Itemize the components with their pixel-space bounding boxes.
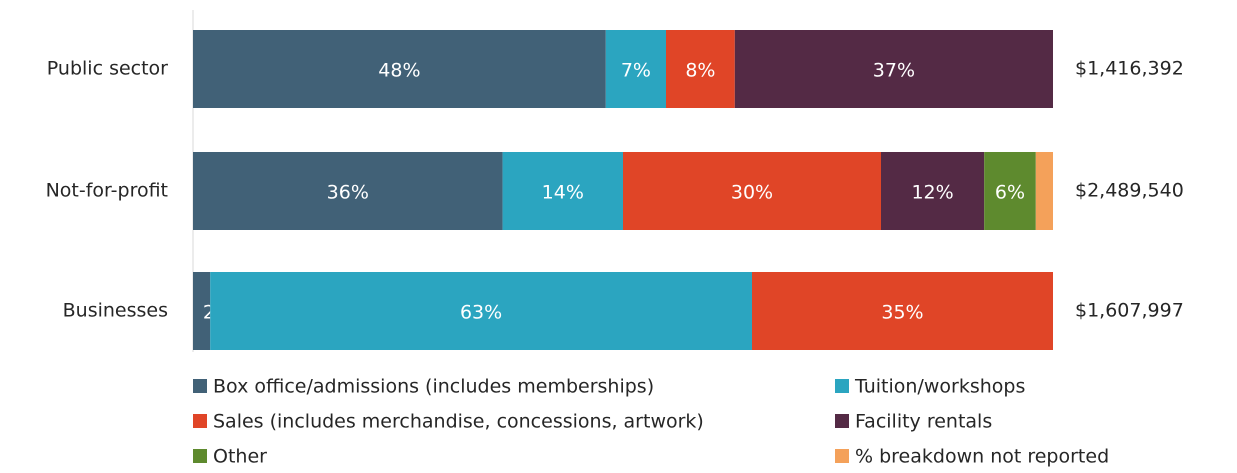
legend-swatch	[193, 449, 207, 463]
data-label: 35%	[881, 302, 923, 324]
category-label: Public sector	[47, 58, 168, 80]
total-label: $2,489,540	[1075, 180, 1184, 202]
bar-segment	[734, 30, 1053, 108]
data-label: 7%	[621, 60, 651, 82]
legend-swatch	[835, 449, 849, 463]
bar-segment	[623, 152, 881, 230]
total-label: $1,416,392	[1075, 58, 1184, 80]
legend-label: Box office/admissions (includes membersh…	[213, 376, 654, 398]
bar-segment	[752, 272, 1053, 350]
bar-segment	[881, 152, 985, 230]
data-label: 14%	[542, 182, 584, 204]
category-label: Businesses	[63, 300, 168, 322]
data-label: 30%	[731, 182, 773, 204]
data-label: 63%	[460, 302, 502, 324]
bar-segment	[984, 152, 1036, 230]
legend-label: Other	[213, 446, 267, 468]
bar-segment	[502, 152, 623, 230]
bar-segment	[666, 30, 735, 108]
data-label: 37%	[873, 60, 915, 82]
data-label: 6%	[995, 182, 1025, 204]
bar-segment	[193, 30, 606, 108]
legend-swatch	[835, 414, 849, 428]
category-label: Not-for-profit	[46, 180, 168, 202]
bar-segment	[605, 30, 666, 108]
legend-label: % breakdown not reported	[855, 446, 1109, 468]
legend-swatch	[835, 379, 849, 393]
legend-swatch	[193, 379, 207, 393]
legend-label: Sales (includes merchandise, concessions…	[213, 411, 704, 433]
bar-segment	[1035, 152, 1053, 230]
bar-segment	[193, 152, 503, 230]
bar-segment	[193, 272, 211, 350]
data-label: 12%	[911, 182, 953, 204]
legend-swatch	[193, 414, 207, 428]
legend-label: Tuition/workshops	[854, 376, 1025, 398]
bar-segment	[210, 272, 752, 350]
legend-label: Facility rentals	[855, 411, 992, 433]
data-label: 48%	[378, 60, 420, 82]
data-label: 36%	[327, 182, 369, 204]
data-label: 8%	[685, 60, 715, 82]
total-label: $1,607,997	[1075, 300, 1184, 322]
